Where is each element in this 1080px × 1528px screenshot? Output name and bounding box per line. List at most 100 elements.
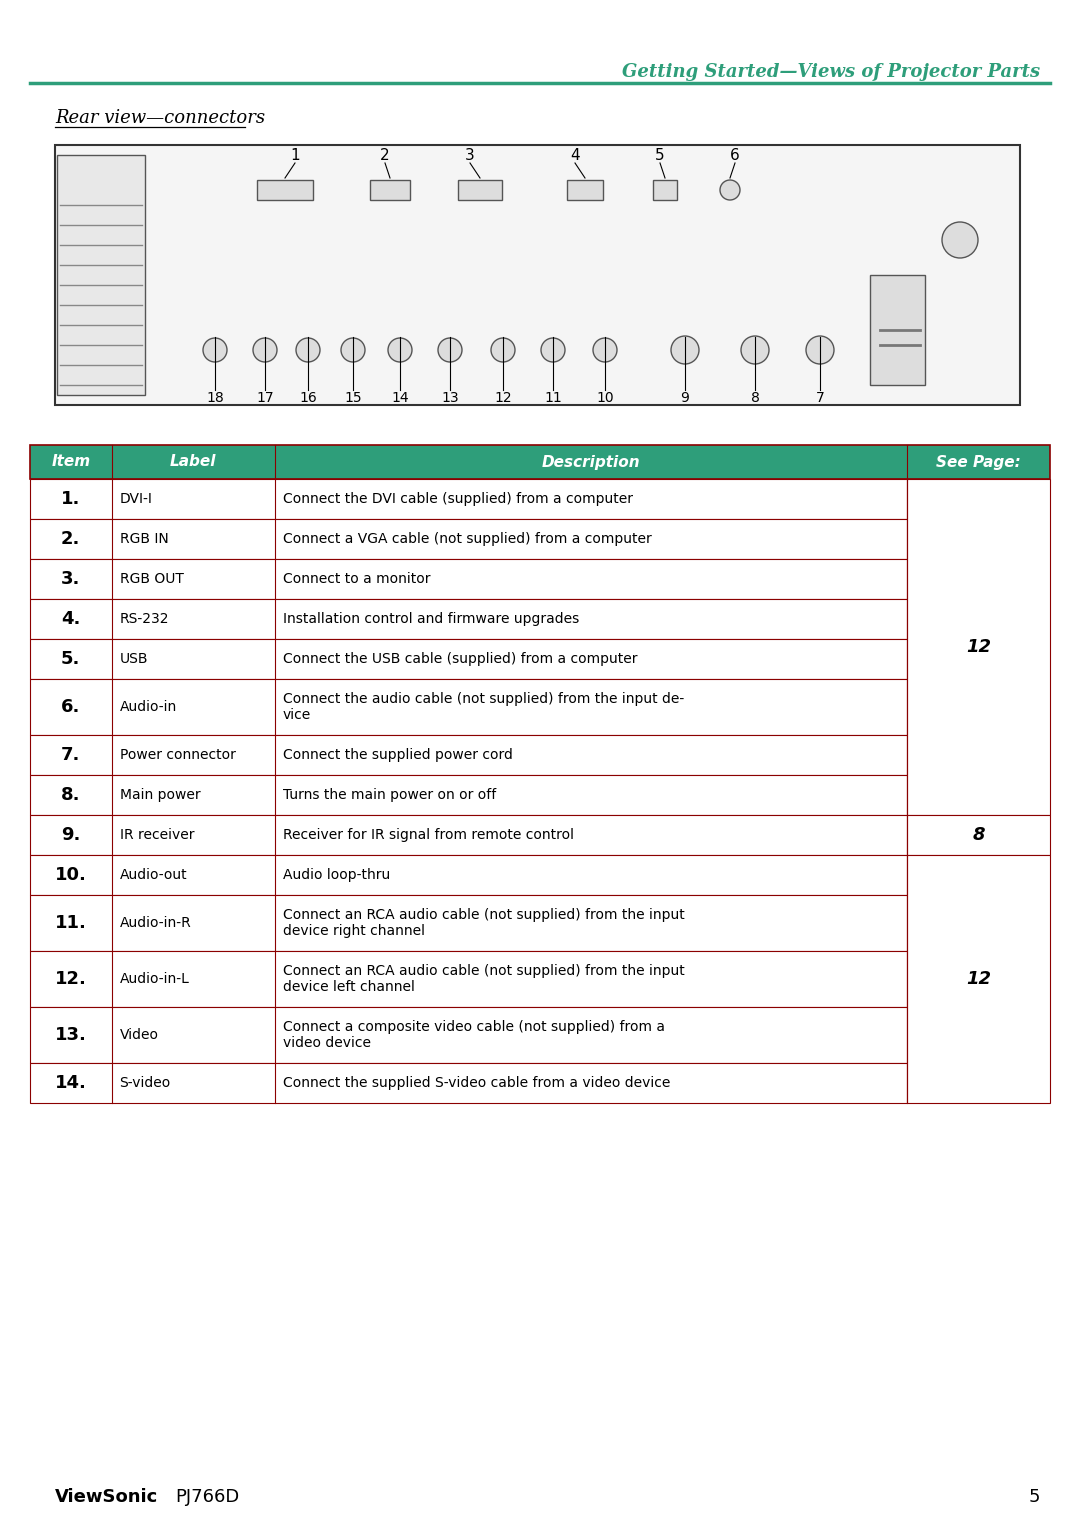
Text: 13.: 13. [55,1025,86,1044]
Circle shape [671,336,699,364]
Text: Receiver for IR signal from remote control: Receiver for IR signal from remote contr… [283,828,573,842]
Text: RGB OUT: RGB OUT [120,571,184,587]
Text: 12: 12 [967,639,991,656]
Text: Connect a VGA cable (not supplied) from a computer: Connect a VGA cable (not supplied) from … [283,532,651,545]
Text: Connect the USB cable (supplied) from a computer: Connect the USB cable (supplied) from a … [283,652,637,666]
Text: 12: 12 [967,970,991,989]
Bar [30,445,1050,478]
Text: IR receiver: IR receiver [120,828,194,842]
Text: Turns the main power on or off: Turns the main power on or off [283,788,496,802]
Text: Power connector: Power connector [120,749,235,762]
Bar [30,559,907,599]
Bar [30,814,907,856]
Text: Connect an RCA audio cable (not supplied) from the input
device right channel: Connect an RCA audio cable (not supplied… [283,908,685,938]
Text: 3: 3 [465,148,475,162]
Text: 10.: 10. [55,866,86,885]
Bar [30,1007,907,1063]
Circle shape [388,338,411,362]
Text: Connect to a monitor: Connect to a monitor [283,571,430,587]
Text: RGB IN: RGB IN [120,532,168,545]
Text: See Page:: See Page: [936,454,1021,469]
Text: Installation control and firmware upgrades: Installation control and firmware upgrad… [283,613,579,626]
Text: Audio-in-R: Audio-in-R [120,915,191,931]
Bar [907,814,1050,856]
Bar [257,180,313,200]
Text: 14.: 14. [55,1074,86,1093]
Text: 10: 10 [596,391,613,405]
Text: 9: 9 [680,391,689,405]
Bar [30,520,907,559]
Text: Audio-in-L: Audio-in-L [120,972,189,986]
Bar [57,154,145,396]
Bar [370,180,410,200]
Text: 5.: 5. [62,649,81,668]
Text: 2.: 2. [62,530,81,549]
Text: 17: 17 [256,391,274,405]
Text: 6: 6 [730,148,740,162]
Text: 12: 12 [495,391,512,405]
Text: S-video: S-video [120,1076,171,1089]
Text: Connect a composite video cable (not supplied) from a
video device: Connect a composite video cable (not sup… [283,1019,665,1050]
Text: Audio-out: Audio-out [120,868,187,882]
Text: Audio-in: Audio-in [120,700,177,714]
Text: Description: Description [542,454,640,469]
Text: Label: Label [170,454,216,469]
Circle shape [942,222,978,258]
Text: 6.: 6. [62,698,81,717]
Bar [30,678,907,735]
Text: 14: 14 [391,391,409,405]
Text: Connect the supplied S-video cable from a video device: Connect the supplied S-video cable from … [283,1076,671,1089]
Text: 11: 11 [544,391,562,405]
Circle shape [593,338,617,362]
Text: Item: Item [51,454,91,469]
Text: 13: 13 [442,391,459,405]
Text: 7: 7 [815,391,824,405]
Bar [30,950,907,1007]
Text: Getting Started—Views of Projector Parts: Getting Started—Views of Projector Parts [622,63,1040,81]
Text: 12.: 12. [55,970,86,989]
Circle shape [741,336,769,364]
Bar [30,1063,907,1103]
Circle shape [438,338,462,362]
Text: Rear view—connectors: Rear view—connectors [55,108,265,127]
Text: 8: 8 [972,827,985,843]
Bar [55,145,1020,405]
Bar [567,180,603,200]
Bar [30,775,907,814]
Text: Audio loop-thru: Audio loop-thru [283,868,390,882]
Text: 5: 5 [1028,1488,1040,1507]
Circle shape [806,336,834,364]
Bar [907,856,1050,1103]
Circle shape [341,338,365,362]
Text: 4.: 4. [62,610,81,628]
Text: 8.: 8. [62,785,81,804]
Text: PJ766D: PJ766D [175,1488,240,1507]
Text: 5: 5 [656,148,665,162]
Text: 15: 15 [345,391,362,405]
Text: DVI-I: DVI-I [120,492,152,506]
Text: Video: Video [120,1028,159,1042]
Bar [30,599,907,639]
Text: Connect the audio cable (not supplied) from the input de-
vice: Connect the audio cable (not supplied) f… [283,692,684,723]
Text: USB: USB [120,652,148,666]
Circle shape [541,338,565,362]
Bar [30,735,907,775]
Circle shape [203,338,227,362]
Bar [870,275,924,385]
Circle shape [491,338,515,362]
Text: 18: 18 [206,391,224,405]
Text: 8: 8 [751,391,759,405]
Text: 7.: 7. [62,746,81,764]
Bar [30,895,907,950]
Text: 1.: 1. [62,490,81,507]
Circle shape [296,338,320,362]
Bar [30,856,907,895]
Text: 16: 16 [299,391,316,405]
Bar [653,180,677,200]
Text: ViewSonic: ViewSonic [55,1488,159,1507]
Circle shape [253,338,276,362]
Bar [30,639,907,678]
Text: Main power: Main power [120,788,200,802]
Text: Connect the DVI cable (supplied) from a computer: Connect the DVI cable (supplied) from a … [283,492,633,506]
Circle shape [720,180,740,200]
